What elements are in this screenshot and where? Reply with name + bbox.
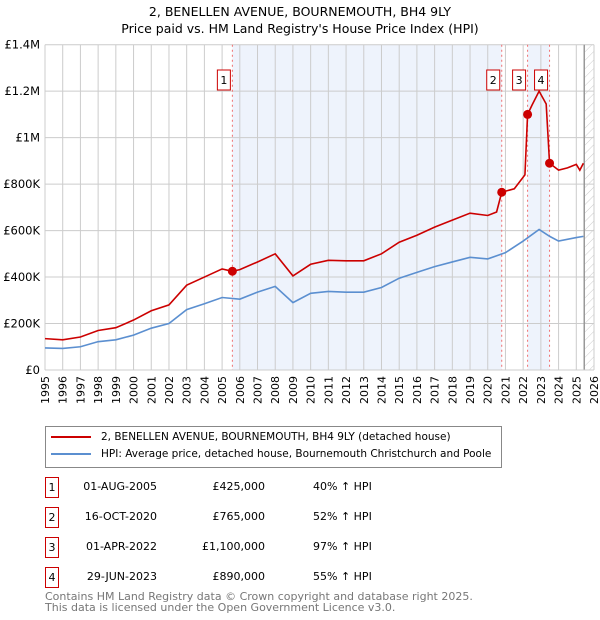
x-tick-label: 2014 [375,376,388,404]
x-tick-label: 2000 [128,376,141,404]
x-tick-label: 2019 [464,376,477,404]
x-tick-label: 2005 [216,376,229,404]
y-tick-label: £1.4M [4,38,40,52]
legend-swatch-red [51,436,91,438]
sale-label: 1 [220,74,227,87]
legend-swatch-blue [51,453,91,455]
x-tick-label: 2016 [411,376,424,404]
x-tick-label: 1995 [39,376,52,404]
footer-licence: This data is licensed under the Open Gov… [45,601,396,614]
y-tick-label: £600K [3,224,40,238]
sale-price: £1,100,000 [202,540,265,553]
x-tick-label: 1999 [110,376,123,404]
sale-hpi-change: 52% ↑ HPI [313,510,372,523]
x-tick-label: 2025 [570,376,583,404]
x-tick-label: 2003 [181,376,194,404]
x-tick-label: 2002 [163,376,176,404]
sale-point [545,158,555,168]
sale-number: 3 [45,537,59,558]
sale-label-box [512,69,527,91]
sale-hpi-change: 40% ↑ HPI [313,480,372,493]
sale-price: £765,000 [212,510,266,523]
y-tick-label: £200K [3,317,40,331]
y-tick-label: £1M [15,131,40,145]
x-tick-label: 2012 [340,376,353,404]
x-tick-label: 2024 [553,376,566,404]
x-tick-label: 2013 [358,376,371,404]
sale-label-box [216,69,231,91]
x-tick-label: 2021 [499,376,512,404]
price-chart: 1995 1996 1997 1998 1999 2000 2001 2002 2003 2004… [3,38,600,404]
x-tick-label: 1996 [57,376,70,404]
x-tick-label: 2001 [145,376,158,404]
forecast-region [584,44,594,370]
y-tick-label: £800K [3,177,40,191]
sale-label: 4 [538,74,545,87]
chart-subtitle: Price paid vs. HM Land Registry's House … [121,21,479,36]
x-tick-label: 2007 [252,376,265,404]
sale-label: 2 [490,74,497,87]
sale-number: 1 [45,477,59,498]
sale-date: 01-APR-2022 [85,540,157,553]
sale-point [523,109,533,119]
sale-point [227,266,237,276]
sale-price: £890,000 [212,570,266,583]
x-tick-label: 2022 [517,376,530,404]
legend-item-property: 2, BENELLEN AVENUE, BOURNEMOUTH, BH4 9LY… [51,431,451,443]
x-tick-label: 2004 [198,376,211,404]
sale-label: 3 [516,74,523,87]
x-tick-label: 2008 [269,376,282,404]
sale-price: £425,000 [212,480,266,493]
sale-label-box [534,69,549,91]
y-tick-label: £400K [3,270,40,284]
sale-date: 16-OCT-2020 [84,510,157,523]
sale-date: 29-JUN-2023 [86,570,157,583]
x-tick-label: 2020 [482,376,495,404]
sale-date: 01-AUG-2005 [83,480,157,493]
sale-point [497,187,507,197]
shaded-range [232,44,502,370]
x-tick-label: 1997 [74,376,87,404]
property-series-line [44,89,585,341]
x-tick-label: 2015 [393,376,406,404]
shaded-range [527,44,550,370]
x-tick-label: 2023 [535,376,548,404]
x-tick-label: 1998 [92,376,105,404]
chart-title: 2, BENELLEN AVENUE, BOURNEMOUTH, BH4 9LY [148,4,452,19]
x-tick-label: 2010 [305,376,318,404]
sale-hpi-change: 55% ↑ HPI [313,570,372,583]
legend-label: HPI: Average price, detached house, Bour… [101,448,492,460]
footer-copyright: Contains HM Land Registry data © Crown c… [45,590,473,603]
legend-item-hpi: HPI: Average price, detached house, Bour… [51,448,491,460]
sale-number: 4 [45,567,59,588]
x-tick-label: 2011 [322,376,335,404]
x-tick-label: 2017 [429,376,442,404]
y-tick-label: £0 [25,363,40,377]
legend: 2, BENELLEN AVENUE, BOURNEMOUTH, BH4 9LY… [45,426,502,468]
sale-number: 2 [45,507,59,528]
hpi-series-line [44,228,584,350]
x-tick-label: 2018 [446,376,459,404]
legend-label: 2, BENELLEN AVENUE, BOURNEMOUTH, BH4 9LY… [101,431,451,443]
footer: Contains HM Land Registry data © Crown c… [45,591,473,613]
x-tick-label: 2026 [588,376,600,404]
x-tick-label: 2009 [287,376,300,404]
sale-hpi-change: 97% ↑ HPI [313,540,372,553]
y-tick-label: £1.2M [4,84,40,98]
x-tick-label: 2006 [234,376,247,404]
sale-label-box [486,69,501,91]
